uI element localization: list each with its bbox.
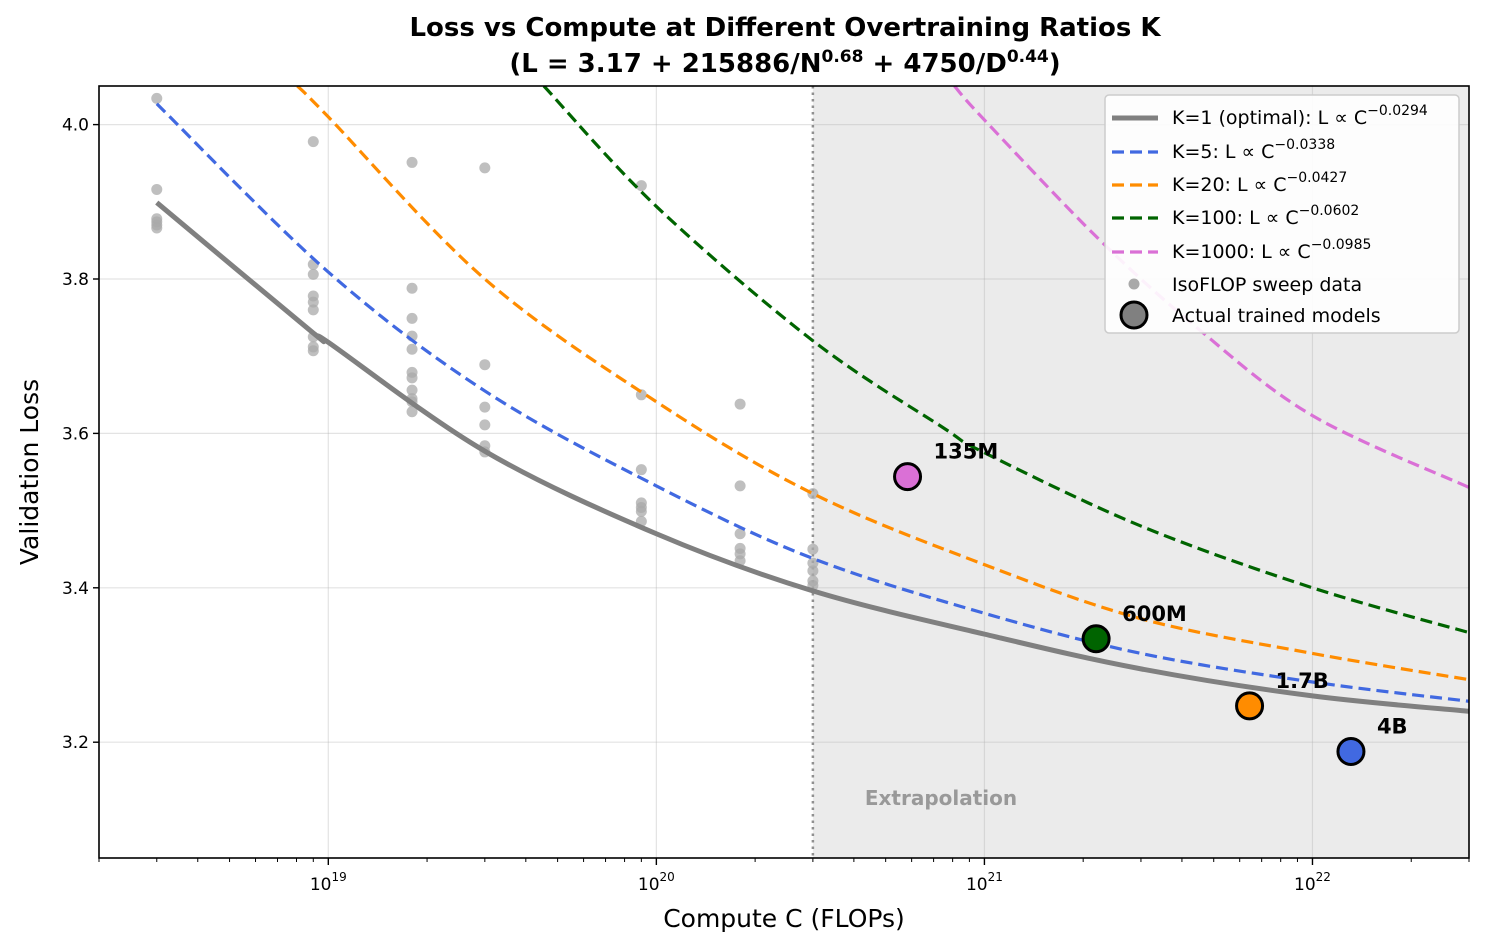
isoflop-point: [734, 480, 746, 492]
legend-label: K=100: L ∝ C: [1172, 207, 1299, 229]
series-line-0: [155, 200, 1469, 714]
series-line-1: [155, 102, 1469, 703]
y-axis-label: Validation Loss: [15, 379, 44, 565]
x-tick-label: 1020: [638, 870, 675, 895]
isoflop-point: [807, 557, 819, 569]
isoflop-point: [307, 345, 319, 357]
legend-label: K=1 (optimal): L ∝ C: [1172, 107, 1367, 129]
y-tick-label: 4.0: [62, 116, 89, 136]
x-tick-exponent: 22: [1316, 870, 1331, 884]
legend-entry: K=20: L ∝ C−0.0427: [1172, 170, 1347, 196]
isoflop-point: [807, 543, 819, 555]
axes-frame: [98, 85, 1470, 859]
legend-exponent: −0.0602: [1299, 203, 1360, 219]
isoflop-point: [734, 398, 746, 410]
isoflop-point: [406, 384, 418, 396]
isoflop-point: [307, 136, 319, 148]
y-tick-label: 3.4: [62, 579, 89, 599]
model-point-135M: [893, 462, 923, 492]
isoflop-point: [406, 343, 418, 355]
plot-area: Extrapolation 135M 600M 1.7B 4B 3.2 3.4 3.6 3.8 4…: [62, 85, 1470, 895]
x-tick-base: 10: [310, 875, 332, 895]
legend-exponent: −0.0294: [1367, 103, 1428, 119]
legend-exponent: −0.0338: [1274, 137, 1335, 153]
isoflop-point: [151, 183, 163, 195]
legend-exponent: −0.0985: [1311, 237, 1372, 253]
isoflop-point: [734, 528, 746, 540]
isoflop-point: [307, 296, 319, 308]
legend-swatch-models: [1119, 300, 1149, 330]
model-label: 1.7B: [1276, 669, 1329, 693]
isoflop-point: [479, 359, 491, 371]
isoflop-point: [406, 312, 418, 324]
legend-entry: K=1 (optimal): L ∝ C−0.0294: [1172, 103, 1428, 129]
isoflop-point: [406, 156, 418, 168]
x-tick-label: 1021: [966, 870, 1003, 895]
title-part: ): [1049, 49, 1061, 79]
x-tick-base: 10: [638, 875, 660, 895]
isoflop-point: [635, 505, 647, 517]
x-tick-base: 10: [1294, 875, 1316, 895]
model-point-4B: [1336, 736, 1366, 766]
isoflop-point: [635, 464, 647, 476]
model-point-600M: [1081, 624, 1111, 654]
isoflop-point: [479, 162, 491, 174]
y-tick-label: 3.8: [62, 270, 89, 290]
x-tick-label: 1019: [310, 870, 347, 895]
x-tick-exponent: 20: [660, 870, 675, 884]
isoflop-point: [807, 488, 819, 500]
x-tick-base: 10: [966, 875, 988, 895]
title-part: (L = 3.17 + 215886/N: [509, 49, 821, 79]
model-label: 600M: [1122, 602, 1187, 626]
model-label: 4B: [1377, 714, 1408, 738]
isoflop-point: [635, 180, 647, 192]
chart-title-line2: (L = 3.17 + 215886/N0.68 + 4750/D0.44): [509, 47, 1060, 79]
isoflop-point: [307, 268, 319, 280]
legend-swatch-isoflop: [1128, 278, 1140, 290]
isoflop-point: [406, 282, 418, 294]
chart-title-line1: Loss vs Compute at Different Overtrainin…: [409, 13, 1161, 43]
model-point-1.7B: [1235, 691, 1265, 721]
x-tick-exponent: 21: [988, 870, 1003, 884]
legend-entry: K=1000: L ∝ C−0.0985: [1172, 237, 1371, 263]
isoflop-point: [479, 401, 491, 413]
isoflop-point: [406, 406, 418, 418]
isoflop-point: [807, 565, 819, 577]
legend-entry: K=5: L ∝ C−0.0338: [1172, 137, 1335, 163]
x-axis-label: Compute C (FLOPs): [663, 904, 905, 933]
model-label: 135M: [934, 440, 999, 464]
legend-label: K=5: L ∝ C: [1172, 141, 1274, 163]
isoflop-point: [151, 92, 163, 104]
isoflop-point: [307, 304, 319, 316]
legend-box: [1104, 94, 1460, 334]
y-tick-label: 3.2: [62, 733, 89, 753]
legend-label: IsoFLOP sweep data: [1172, 274, 1362, 296]
series-line-3: [542, 86, 1469, 635]
legend-label: K=20: L ∝ C: [1172, 174, 1287, 196]
x-tick-label: 1022: [1294, 870, 1331, 895]
title-exponent: 0.44: [1007, 47, 1049, 67]
extrapolation-label: Extrapolation: [865, 786, 1017, 810]
isoflop-point: [479, 419, 491, 431]
isoflop-point: [406, 372, 418, 384]
isoflop-point: [151, 222, 163, 234]
legend-exponent: −0.0427: [1287, 170, 1348, 186]
x-tick-exponent: 19: [331, 870, 346, 884]
legend-label: Actual trained models: [1172, 305, 1381, 327]
legend-entry: K=100: L ∝ C−0.0602: [1172, 203, 1359, 229]
series-line-2: [296, 86, 1469, 682]
legend-label: K=1000: L ∝ C: [1172, 241, 1311, 263]
title-part: + 4750/D: [863, 49, 1006, 79]
title-exponent: 0.68: [822, 47, 864, 67]
y-tick-label: 3.6: [62, 424, 89, 444]
